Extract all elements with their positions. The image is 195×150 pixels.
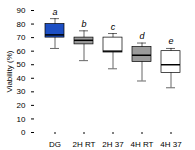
svg-text:90: 90 [17,6,26,15]
svg-text:20: 20 [17,101,26,110]
svg-text:70: 70 [17,33,26,42]
svg-text:b: b [81,19,86,29]
svg-text:0: 0 [21,128,26,137]
svg-text:50: 50 [17,60,26,69]
svg-text:2H RT: 2H RT [73,140,96,149]
svg-text:10: 10 [17,115,26,124]
svg-text:40: 40 [17,74,26,83]
svg-text:4H 37: 4H 37 [160,140,182,149]
svg-text:4H RT: 4H RT [131,140,154,149]
svg-text:DG: DG [49,140,61,149]
svg-text:30: 30 [17,87,26,96]
svg-text:c: c [111,22,116,32]
svg-text:2H 37: 2H 37 [102,140,124,149]
svg-text:Viability (%): Viability (%) [5,50,14,92]
svg-text:e: e [168,36,173,46]
svg-text:a: a [52,7,57,17]
svg-text:d: d [139,31,145,41]
svg-text:80: 80 [17,20,26,29]
svg-text:60: 60 [17,47,26,56]
